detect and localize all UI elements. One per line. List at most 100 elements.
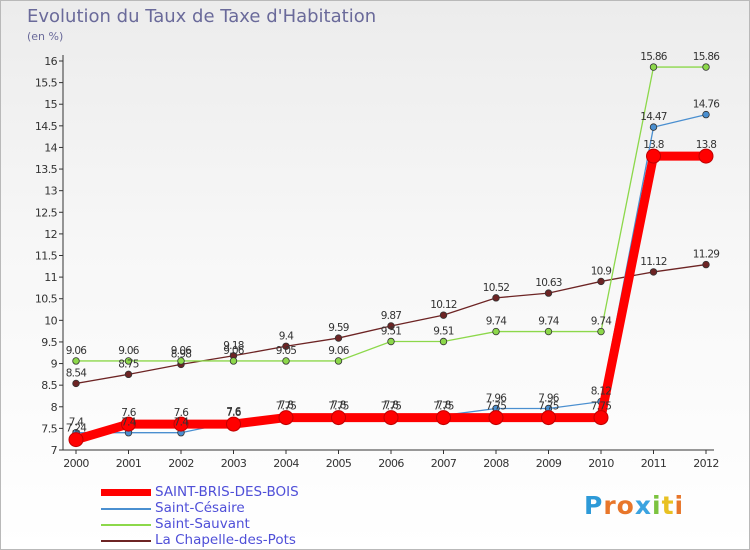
data-point bbox=[282, 342, 290, 350]
data-point bbox=[229, 357, 238, 365]
legend-swatch bbox=[101, 540, 151, 542]
data-point bbox=[544, 327, 553, 336]
data-label: 7.6 bbox=[174, 407, 190, 419]
x-tick-label: 2006 bbox=[378, 457, 404, 470]
y-tick-label: 11.5 bbox=[35, 250, 58, 263]
data-point bbox=[646, 148, 661, 164]
legend-swatch bbox=[101, 508, 151, 510]
y-tick-label: 12 bbox=[44, 228, 57, 241]
data-point bbox=[649, 123, 658, 131]
data-label: 9.05 bbox=[276, 345, 297, 357]
data-label: 9.74 bbox=[486, 316, 508, 328]
data-point bbox=[544, 289, 553, 297]
data-label: 7.75 bbox=[486, 401, 507, 413]
x-tick-label: 2012 bbox=[693, 457, 719, 470]
y-tick-label: 12.5 bbox=[35, 206, 58, 219]
data-label: 7.4 bbox=[121, 417, 137, 429]
brand-letter: r bbox=[603, 491, 617, 520]
data-label: 7.75 bbox=[381, 401, 402, 413]
data-label: 9.87 bbox=[381, 310, 402, 322]
data-label: 8.54 bbox=[66, 367, 88, 379]
legend-swatch bbox=[101, 524, 151, 526]
data-point bbox=[387, 337, 395, 346]
y-tick-label: 8 bbox=[51, 401, 58, 414]
chart-title: Evolution du Taux de Taxe d'Habitation bbox=[27, 6, 377, 27]
y-tick-label: 9 bbox=[51, 358, 58, 371]
brand-letter: i bbox=[652, 491, 662, 520]
data-label: 11.12 bbox=[640, 256, 667, 268]
x-tick-label: 2002 bbox=[168, 457, 194, 470]
data-point bbox=[436, 410, 451, 426]
data-point bbox=[226, 416, 241, 432]
y-tick-label: 13 bbox=[44, 185, 57, 198]
data-point bbox=[387, 322, 395, 330]
data-point bbox=[121, 416, 136, 432]
y-tick-label: 7.5 bbox=[41, 422, 57, 435]
data-point bbox=[334, 334, 343, 342]
data-label: 7.75 bbox=[538, 401, 559, 413]
x-tick-label: 2009 bbox=[536, 457, 562, 470]
data-label: 9.74 bbox=[538, 316, 560, 328]
data-point bbox=[541, 410, 556, 426]
data-label: 10.12 bbox=[430, 299, 457, 311]
data-point bbox=[702, 110, 710, 119]
data-label: 11.29 bbox=[693, 249, 720, 261]
data-point bbox=[649, 63, 658, 71]
data-label: 9.51 bbox=[433, 326, 454, 338]
data-label: 7.75 bbox=[328, 401, 349, 413]
data-point bbox=[597, 277, 605, 286]
data-label: 7.8 bbox=[436, 399, 451, 411]
data-point bbox=[439, 311, 448, 319]
y-tick-label: 11 bbox=[44, 271, 57, 284]
data-label: 13.8 bbox=[643, 139, 664, 151]
x-tick-label: 2004 bbox=[273, 457, 299, 470]
x-tick-label: 2007 bbox=[431, 457, 457, 470]
data-label: 7.24 bbox=[66, 423, 88, 435]
data-label: 9.59 bbox=[328, 322, 349, 334]
data-label: 9.06 bbox=[223, 345, 245, 357]
y-tick-label: 10.5 bbox=[35, 293, 58, 306]
data-point bbox=[597, 327, 605, 336]
data-point bbox=[492, 294, 500, 302]
y-tick-label: 16 bbox=[44, 55, 57, 68]
data-label: 7.4 bbox=[174, 417, 190, 429]
data-label: 7.4 bbox=[69, 417, 85, 429]
data-label: 9.06 bbox=[118, 345, 140, 357]
x-tick-label: 2011 bbox=[641, 457, 667, 470]
series-line-0 bbox=[74, 151, 706, 444]
data-label: 10.63 bbox=[535, 277, 562, 289]
data-point bbox=[68, 432, 84, 448]
y-tick-label: 14.5 bbox=[35, 120, 58, 133]
y-tick-label: 10 bbox=[44, 314, 57, 327]
data-label: 8.12 bbox=[591, 386, 612, 398]
x-tick-label: 2000 bbox=[63, 457, 89, 470]
data-point bbox=[702, 260, 710, 269]
data-label: 9.06 bbox=[328, 345, 350, 357]
data-point bbox=[72, 379, 80, 388]
legend-swatch bbox=[101, 489, 151, 496]
brand-letter: o bbox=[616, 491, 635, 520]
data-label: 8.98 bbox=[171, 348, 192, 360]
data-point bbox=[124, 357, 133, 365]
y-tick-label: 9.5 bbox=[41, 336, 57, 349]
data-label: 13.8 bbox=[696, 139, 717, 151]
data-label: 9.18 bbox=[223, 340, 244, 352]
data-label: 10.9 bbox=[591, 265, 612, 277]
data-label: 9.74 bbox=[591, 316, 613, 328]
data-point bbox=[334, 357, 343, 365]
x-tick-label: 2005 bbox=[326, 457, 352, 470]
data-label: 14.76 bbox=[693, 99, 721, 111]
data-label: 7.6 bbox=[226, 407, 242, 419]
data-point bbox=[492, 327, 500, 336]
data-label: 7.96 bbox=[486, 393, 508, 405]
data-label: 7.75 bbox=[433, 401, 454, 413]
data-point bbox=[593, 410, 609, 426]
data-label: 15.86 bbox=[640, 51, 668, 63]
y-tick-label: 8.5 bbox=[41, 379, 57, 392]
y-tick-label: 7 bbox=[51, 444, 58, 457]
legend-label: Saint-Sauvant bbox=[155, 516, 250, 532]
brand-letter: t bbox=[661, 491, 675, 520]
data-point bbox=[649, 268, 658, 276]
data-label: 10.52 bbox=[483, 282, 510, 294]
